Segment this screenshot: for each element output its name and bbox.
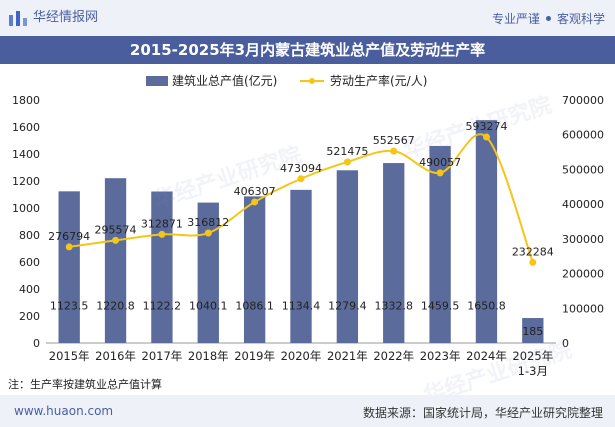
line-value-label: 232284 (512, 245, 554, 258)
y-left-tick-label: 1000 (12, 202, 40, 215)
bar (58, 191, 80, 343)
bar-value-label: 1086.1 (235, 299, 274, 312)
chart-note: 注：生产率按建筑业总产值计算 (8, 378, 162, 391)
line-marker (297, 175, 305, 183)
y-left-tick-label: 1600 (12, 121, 40, 134)
bar (243, 196, 266, 343)
brand-logo[interactable]: 华经情报网 (8, 9, 98, 27)
y-right-tick-label: 100000 (562, 302, 604, 315)
bar-value-label: 1123.5 (50, 299, 89, 312)
line-marker (390, 147, 398, 155)
y-left-tick-label: 600 (19, 256, 40, 269)
bar (429, 145, 451, 343)
line-value-label: 316812 (187, 216, 229, 229)
data-source: 数据来源：国家统计局，华经产业研究院整理 (362, 406, 603, 420)
y-left-tick-label: 1800 (12, 94, 40, 107)
site-link[interactable]: www.huaon.com (14, 404, 114, 418)
bar-value-label: 1279.4 (328, 299, 367, 312)
y-right-tick-label: 500000 (562, 163, 604, 176)
line-marker (112, 236, 120, 244)
line-value-label: 593274 (465, 120, 507, 133)
line-marker (251, 198, 259, 206)
y-left-tick-label: 400 (19, 283, 40, 296)
line-value-label: 490057 (419, 156, 461, 169)
bar (290, 189, 312, 343)
y-left-tick-label: 1400 (12, 148, 40, 161)
bar (522, 318, 544, 343)
x-tick-label: 2024年 (466, 349, 507, 363)
bar-value-label: 1134.4 (282, 299, 321, 312)
brand-logo-icon (9, 11, 27, 26)
bar (475, 120, 498, 343)
bar (383, 163, 405, 343)
y-right-tick-label: 200000 (562, 268, 604, 281)
slogan-right: 客观科学 (556, 12, 605, 26)
x-tick-label: 2022年 (373, 349, 414, 363)
y-right-tick-label: 400000 (562, 198, 604, 211)
chart: 建筑业总产值(亿元) 劳动生产率(元/人) 0 200 400 600 800 1000 120… (12, 73, 604, 376)
line-value-label: 312871 (141, 217, 183, 230)
y-left-tick-label: 0 (33, 337, 40, 350)
y-right-tick-label: 700000 (562, 94, 604, 107)
line-value-label: 276794 (48, 230, 90, 243)
bar (104, 178, 127, 343)
bar-value-label: 185 (522, 325, 543, 338)
x-tick-label: 2019年 (234, 349, 275, 363)
legend-line-label: 劳动生产率(元/人) (330, 73, 427, 88)
footer-bar: www.huaon.com 数据来源：国家统计局，华经产业研究院整理 (0, 395, 615, 427)
line-marker (343, 158, 351, 166)
bar-value-label: 1459.5 (421, 299, 460, 312)
line-value-label: 473094 (280, 162, 322, 175)
x-tick-label: 2023年 (420, 349, 461, 363)
line-marker (436, 169, 444, 177)
bar-value-label: 1650.8 (467, 299, 506, 312)
slogan: 专业严谨 客观科学 (492, 10, 605, 27)
x-tick-label: 2018年 (188, 349, 229, 363)
bar (336, 170, 359, 343)
legend-bar-swatch (146, 76, 168, 86)
bar-value-label: 1040.1 (189, 299, 228, 312)
brand-name: 华经情报网 (33, 10, 99, 25)
y-left-tick-label: 1200 (12, 175, 40, 188)
y-left-tick-label: 200 (19, 310, 40, 323)
line-marker (204, 229, 212, 237)
line-value-label: 521475 (326, 145, 368, 158)
line-value-label: 552567 (373, 134, 415, 147)
bar-value-label: 1332.8 (374, 299, 413, 312)
slogan-left: 专业严谨 (491, 12, 540, 26)
line-value-label: 295574 (95, 223, 137, 236)
x-tick-label: 2020年 (281, 349, 322, 363)
bar-value-label: 1220.8 (96, 299, 135, 312)
y-left-tick-label: 800 (19, 229, 40, 242)
separator-dot-icon (545, 16, 551, 21)
line-marker (529, 258, 537, 266)
bar (197, 202, 219, 343)
legend-bar-label: 建筑业总产值(亿元) (172, 73, 277, 88)
line-value-label: 406307 (234, 185, 276, 198)
legend-line-marker (309, 78, 315, 84)
bar-value-label: 1122.2 (143, 299, 182, 312)
x-tick-label: 2017年 (142, 349, 183, 363)
x-tick-label: 2015年 (49, 349, 90, 363)
y-right-tick-label: 600000 (562, 129, 604, 142)
line-marker (65, 243, 73, 251)
line-marker (482, 133, 490, 141)
line-series (69, 133, 534, 263)
line-marker (158, 230, 166, 238)
y-right-tick-label: 0 (562, 337, 569, 350)
x-tick-label: 2016年 (95, 349, 136, 363)
top-bar: 华经情报网 专业严谨 客观科学 (0, 0, 615, 36)
chart-title: 2015-2025年3月内蒙古建筑业总产值及劳动生产率 (0, 36, 615, 64)
y-right-tick-label: 300000 (562, 233, 604, 246)
bar (151, 191, 173, 343)
x-tick-label: 2025年 1-3月 (512, 349, 553, 376)
x-tick-label: 2021年 (327, 349, 368, 363)
